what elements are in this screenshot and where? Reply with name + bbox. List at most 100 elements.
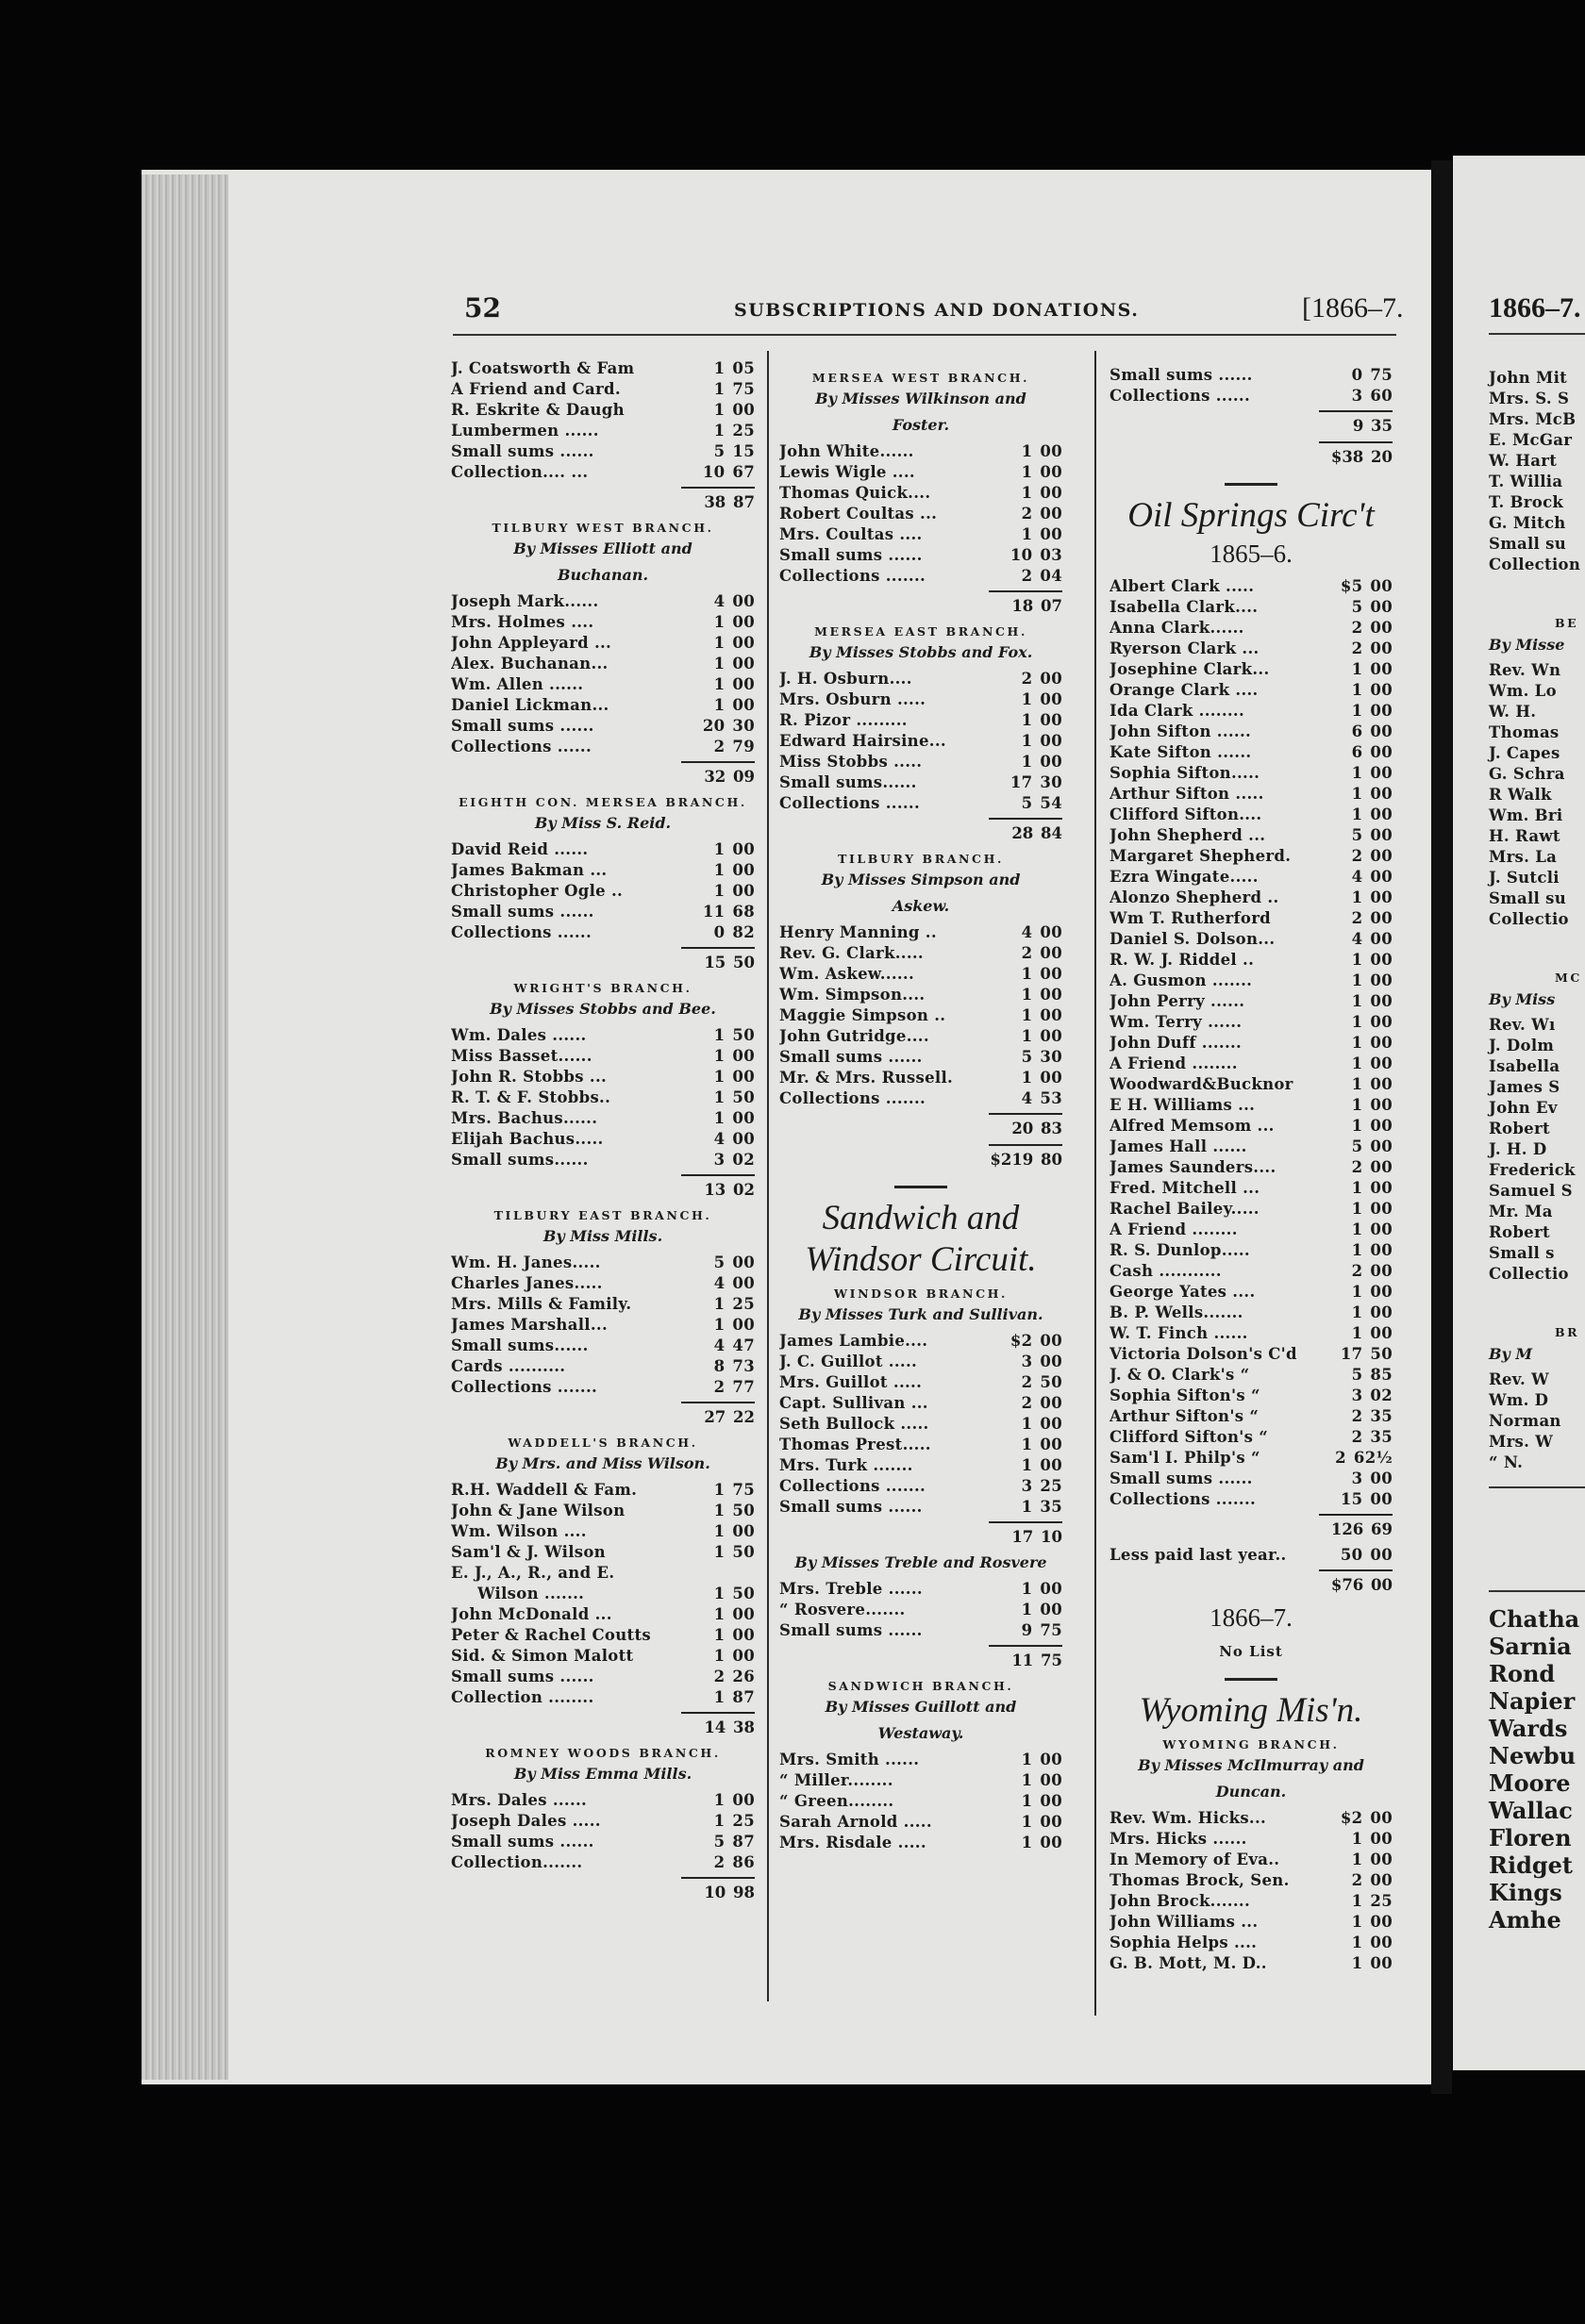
entry-amount: 1 00	[1021, 1751, 1062, 1768]
entry-row: Sophia Sifton's “ 3 02	[1110, 1386, 1393, 1406]
entry-name: Collection.... ...	[451, 463, 589, 481]
entry-name: Wm. Askew......	[779, 965, 915, 983]
entry-amount: 1 00	[1351, 1934, 1393, 1951]
entry-amount: 1 00	[1021, 442, 1062, 460]
entry-amount: 1 00	[1021, 1771, 1062, 1789]
entry-row: Charles Janes..... 4 00	[451, 1273, 755, 1294]
collector-byline: By Misses Stobbs and Fox.	[809, 643, 1033, 661]
entry-name: Small sums ......	[451, 442, 594, 460]
entry-row-truncated: Mrs. La	[1489, 848, 1558, 866]
entry-row-truncated: Frederick	[1489, 1161, 1576, 1179]
entry-name: Christopher Ogle ..	[451, 882, 624, 900]
collector-byline: By Miss S. Reid.	[534, 814, 672, 832]
entry-name: Charles Janes.....	[451, 1274, 603, 1292]
entry-row: Collections ...... 2 79	[451, 737, 755, 757]
entry-row: B. P. Wells....... 1 00	[1110, 1303, 1393, 1323]
entry-amount: 1 00	[1021, 690, 1062, 708]
entry-name: J. & O. Clark's “	[1110, 1366, 1250, 1384]
entry-amount: 11 68	[702, 903, 755, 921]
entry-amount: 1 50	[713, 1585, 755, 1602]
entry-name: Mrs. Treble ......	[779, 1580, 923, 1598]
entry-amount: 1 00	[713, 1605, 755, 1623]
entry-row: John White...... 1 00	[779, 441, 1062, 462]
entry-row: Mrs. Risdale ..... 1 00	[779, 1833, 1062, 1853]
entry-name: Small sums ......	[779, 546, 923, 564]
circuit-name: Napier	[1489, 1687, 1576, 1715]
entry-amount: 1 25	[1351, 1892, 1393, 1910]
book-gutter	[1431, 160, 1452, 2094]
subtotal-row: 13 02	[451, 1174, 755, 1201]
entry-name: John Gutridge....	[779, 1027, 929, 1045]
entry-amount: 5 00	[1351, 826, 1393, 844]
entry-row: Mrs. Coultas .... 1 00	[779, 524, 1062, 545]
right-page: 1866–7. John Mit Mrs. S. S Mrs. McB E. McGa…	[1453, 156, 1585, 2070]
entry-row: Less paid last year.. 50 00	[1110, 1545, 1393, 1566]
entry-amount: 3 02	[1351, 1386, 1393, 1404]
entry-name: Collections .......	[779, 567, 926, 585]
entry-name: Small sums ......	[451, 903, 594, 921]
entry-row: Robert Coultas ... 2 00	[779, 504, 1062, 524]
entry-row: John Shepherd ... 5 00	[1110, 825, 1393, 846]
collector-byline: Duncan.	[1215, 1783, 1287, 1801]
entry-row: Small sums ...... 5 87	[451, 1832, 755, 1852]
entry-row: Collections ....... 4 53	[779, 1088, 1062, 1109]
entry-row: Small sums ...... 9 75	[779, 1620, 1062, 1641]
entry-amount: 1 00	[713, 696, 755, 714]
entry-name: G. B. Mott, M. D..	[1110, 1954, 1267, 1972]
right-page-column: John Mit Mrs. S. S Mrs. McB E. McGar W. Hart…	[1489, 368, 1585, 1934]
entry-name: J. C. Guillot .....	[779, 1353, 918, 1370]
entry-name: Mr. & Mrs. Russell.	[779, 1069, 954, 1087]
entry-row-truncated: Collection	[1489, 556, 1581, 573]
entry-row: R. Eskrite & Daugh 1 00	[451, 400, 755, 421]
entry-name: Mrs. Holmes ....	[451, 613, 594, 631]
entry-row: R. S. Dunlop..... 1 00	[1110, 1240, 1393, 1261]
entry-amount: 4 00	[713, 1274, 755, 1292]
entry-amount: 1 00	[1351, 1013, 1393, 1031]
entry-amount: 1 00	[1351, 1075, 1393, 1093]
entry-amount: 3 60	[1351, 387, 1393, 405]
entry-name: Josephine Clark...	[1110, 660, 1270, 678]
entry-row: John Brock....... 1 25	[1110, 1891, 1393, 1912]
year-heading: 1865–6.	[1210, 540, 1293, 568]
entry-amount: 1 00	[1351, 1220, 1393, 1238]
entry-name: W. T. Finch ......	[1110, 1324, 1248, 1342]
entry-name: Mrs. Risdale .....	[779, 1834, 926, 1851]
branch-heading: WADDELL'S BRANCH.	[508, 1436, 698, 1450]
entry-row-truncated: W. H.	[1489, 703, 1537, 721]
stacked-page-edges	[142, 174, 228, 2080]
entry-amount: 1 00	[1351, 1913, 1393, 1931]
entry-name: Collection.......	[451, 1853, 583, 1871]
circuit-name: Sarnia	[1489, 1633, 1572, 1660]
circuit-title: Windsor Circuit.	[805, 1240, 1037, 1279]
subtotal-amount: $76 00	[1319, 1569, 1393, 1596]
entry-amount: 2 00	[1351, 909, 1393, 927]
column-2: MERSEA WEST BRANCH. By Misses Wilkinson a…	[779, 365, 1062, 2025]
entry-row: Margaret Shepherd. 2 00	[1110, 846, 1393, 867]
branch-heading: MERSEA EAST BRANCH.	[814, 624, 1027, 639]
branch-heading: TILBURY BRANCH.	[838, 852, 1004, 866]
entry-row: Small sums ...... 10 03	[779, 545, 1062, 566]
collector-byline: By Miss	[1489, 990, 1556, 1008]
entry-name: Capt. Sullivan ...	[779, 1394, 928, 1412]
entry-row: Wm. Dales ...... 1 50	[451, 1025, 755, 1046]
entry-amount: 1 00	[1351, 888, 1393, 906]
entry-row: Small sums ...... 20 30	[451, 716, 755, 737]
entry-name: Small sums ......	[1110, 366, 1253, 384]
entry-amount: 2 00	[1021, 944, 1062, 962]
circuit-title: Wyoming Mis'n.	[1139, 1691, 1363, 1730]
entry-row: Mrs. Osburn ..... 1 00	[779, 689, 1062, 710]
entry-row: John McDonald ... 1 00	[451, 1604, 755, 1625]
entry-name: Lumbermen ......	[451, 422, 599, 440]
entry-amount: 1 25	[713, 1812, 755, 1830]
entry-row-truncated: “ N.	[1489, 1453, 1524, 1471]
entry-name: “ Rosvere.......	[779, 1601, 906, 1618]
entry-amount: 2 86	[713, 1853, 755, 1871]
entry-row-truncated: James S	[1489, 1078, 1560, 1096]
entry-row: Wm. Wilson .... 1 00	[451, 1521, 755, 1542]
spacer	[1489, 1502, 1585, 1577]
entry-row: Small sums...... 17 30	[779, 772, 1062, 793]
entry-amount: 1 00	[1021, 1006, 1062, 1024]
entry-name: Mrs. Hicks ......	[1110, 1830, 1247, 1848]
entry-amount: 1 00	[1351, 951, 1393, 969]
entry-name: R. Pizor .........	[779, 711, 908, 729]
